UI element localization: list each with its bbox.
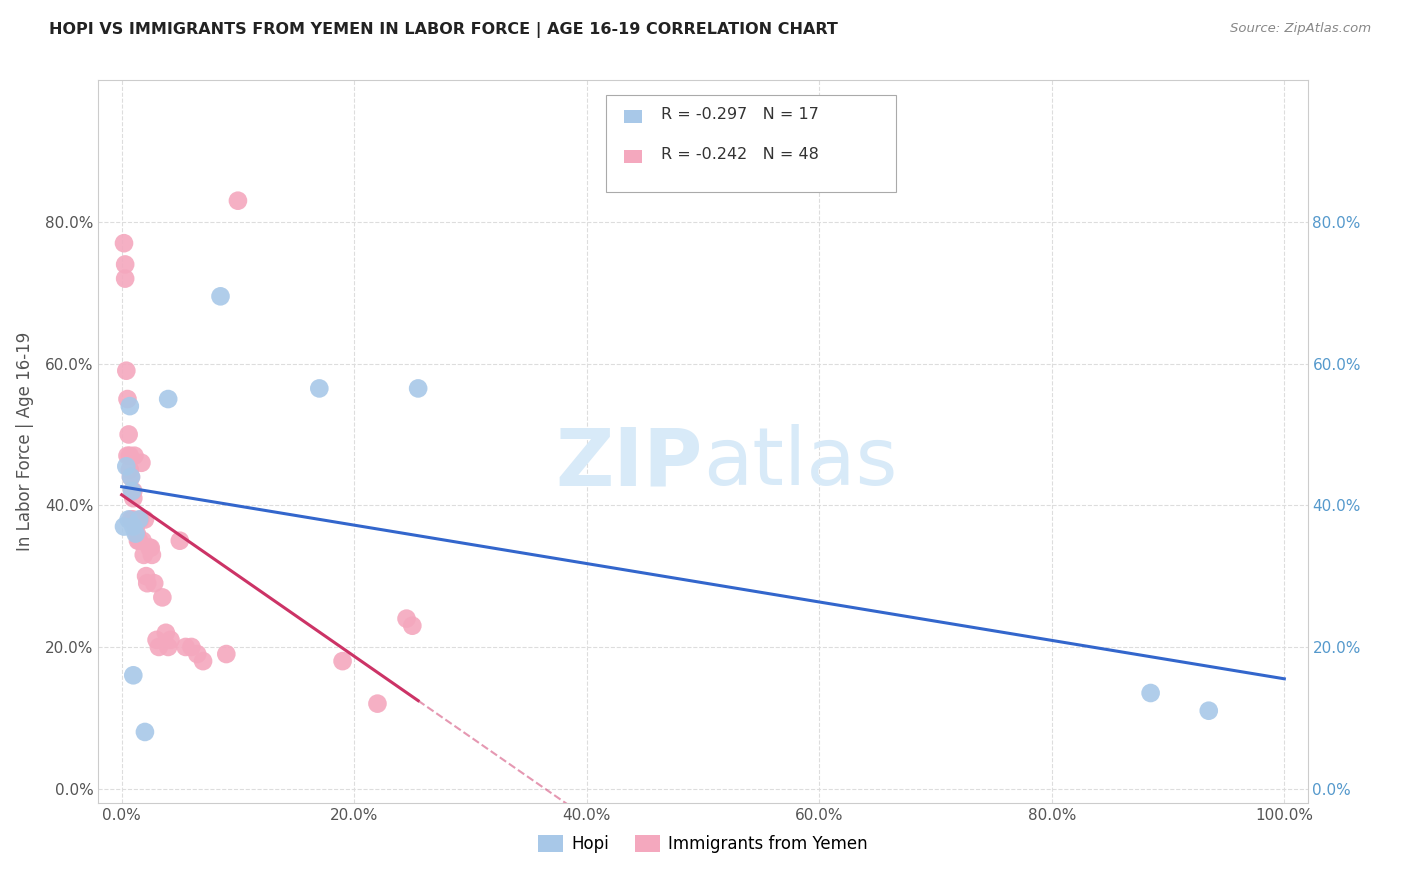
Text: Source: ZipAtlas.com: Source: ZipAtlas.com — [1230, 22, 1371, 36]
Point — [112, 236, 135, 251]
Point — [366, 697, 388, 711]
Point — [138, 541, 160, 555]
Point — [209, 289, 232, 303]
Point — [150, 591, 173, 605]
Point — [128, 533, 150, 548]
Point — [122, 519, 145, 533]
Point — [121, 484, 143, 499]
Point — [128, 512, 150, 526]
Point — [121, 484, 143, 499]
Point — [157, 640, 180, 654]
FancyBboxPatch shape — [606, 95, 897, 193]
Point — [114, 271, 136, 285]
Y-axis label: In Labor Force | Age 16-19: In Labor Force | Age 16-19 — [15, 332, 34, 551]
Point — [134, 512, 156, 526]
Point — [180, 640, 202, 654]
Point — [191, 654, 214, 668]
Text: R = -0.297   N = 17: R = -0.297 N = 17 — [661, 107, 818, 122]
Point — [145, 632, 167, 647]
Point — [122, 668, 145, 682]
Bar — [624, 110, 641, 123]
Point — [112, 519, 135, 533]
Point — [114, 257, 136, 271]
Point — [120, 512, 142, 526]
Point — [135, 569, 157, 583]
Point — [120, 470, 142, 484]
Point — [155, 625, 177, 640]
Point — [115, 364, 138, 378]
Point — [127, 533, 149, 548]
Text: HOPI VS IMMIGRANTS FROM YEMEN IN LABOR FORCE | AGE 16-19 CORRELATION CHART: HOPI VS IMMIGRANTS FROM YEMEN IN LABOR F… — [49, 22, 838, 38]
Point — [117, 392, 139, 406]
Text: atlas: atlas — [703, 425, 897, 502]
Point — [131, 533, 153, 548]
Point — [118, 463, 141, 477]
Point — [308, 381, 330, 395]
Point — [169, 533, 191, 548]
Point — [120, 470, 142, 484]
Point — [117, 449, 139, 463]
Point — [141, 548, 163, 562]
Point — [124, 449, 146, 463]
Point — [174, 640, 197, 654]
Point — [186, 647, 208, 661]
Point — [118, 399, 141, 413]
Point — [124, 526, 146, 541]
Point — [134, 725, 156, 739]
Point — [215, 647, 238, 661]
Point — [395, 612, 418, 626]
Point — [131, 456, 153, 470]
Point — [132, 548, 155, 562]
Point — [406, 381, 429, 395]
Point — [157, 392, 180, 406]
Text: R = -0.242   N = 48: R = -0.242 N = 48 — [661, 147, 818, 162]
Point — [143, 576, 166, 591]
Text: ZIP: ZIP — [555, 425, 703, 502]
Point — [332, 654, 354, 668]
Point — [226, 194, 249, 208]
Point — [136, 576, 159, 591]
Point — [125, 526, 148, 541]
Point — [118, 427, 141, 442]
Point — [1139, 686, 1161, 700]
Point — [159, 632, 181, 647]
Point — [1198, 704, 1220, 718]
Point — [122, 512, 145, 526]
Bar — [624, 150, 641, 162]
Point — [122, 491, 145, 506]
Point — [115, 459, 138, 474]
Point — [148, 640, 170, 654]
Point — [118, 449, 141, 463]
Legend: Hopi, Immigrants from Yemen: Hopi, Immigrants from Yemen — [531, 828, 875, 860]
Point — [139, 541, 162, 555]
Point — [129, 512, 152, 526]
Point — [118, 512, 141, 526]
Point — [401, 618, 423, 632]
Point — [122, 484, 145, 499]
Point — [124, 519, 146, 533]
